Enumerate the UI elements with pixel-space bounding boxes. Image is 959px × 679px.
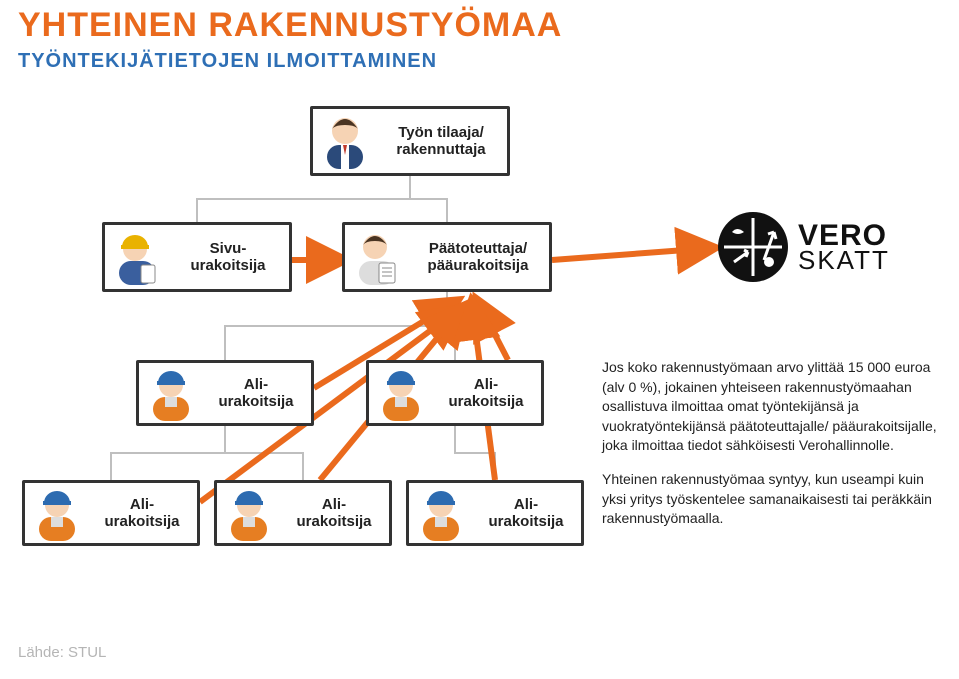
org-box-ali_top_left: Ali-urakoitsija [136,360,314,426]
avatar-icon [377,363,425,423]
description-p1: Jos koko rakennustyömaan arvo ylittää 15… [602,358,942,456]
vero-text-2: SKATT [798,249,890,272]
avatar-icon [33,483,81,543]
description-text: Jos koko rakennustyömaan arvo ylittää 15… [602,358,942,543]
org-box-label: Ali-urakoitsija [201,376,311,411]
vero-seal-icon [718,212,788,282]
org-box-label: Sivu-urakoitsija [167,240,289,275]
page-title: YHTEINEN RAKENNUSTYÖMAA [18,6,562,45]
avatar-icon [225,483,273,543]
avatar-icon [417,483,465,543]
org-box-ali_bot_3: Ali-urakoitsija [406,480,584,546]
avatar-icon [353,227,401,287]
org-box-label: Ali-urakoitsija [471,496,581,531]
org-box-label: Työn tilaaja/rakennuttaja [375,124,507,159]
org-box-ali_bot_2: Ali-urakoitsija [214,480,392,546]
avatar-icon [321,111,369,171]
source-text: Lähde: STUL [18,644,106,661]
page-subtitle: TYÖNTEKIJÄTIETOJEN ILMOITTAMINEN [18,50,437,73]
org-box-sivu: Sivu-urakoitsija [102,222,292,292]
vero-logo: VERO SKATT [718,212,890,282]
connections-svg [0,0,959,679]
org-box-ali_top_right: Ali-urakoitsija [366,360,544,426]
org-box-label: Ali-urakoitsija [279,496,389,531]
org-box-label: Ali-urakoitsija [87,496,197,531]
org-box-ali_bot_1: Ali-urakoitsija [22,480,200,546]
avatar-icon [147,363,195,423]
org-box-label: Ali-urakoitsija [431,376,541,411]
org-box-paa: Päätoteuttaja/pääurakoitsija [342,222,552,292]
description-p2: Yhteinen rakennustyömaa syntyy, kun usea… [602,470,942,529]
org-box-label: Päätoteuttaja/pääurakoitsija [407,240,549,275]
avatar-icon [113,227,161,287]
org-box-tilaaja: Työn tilaaja/rakennuttaja [310,106,510,176]
